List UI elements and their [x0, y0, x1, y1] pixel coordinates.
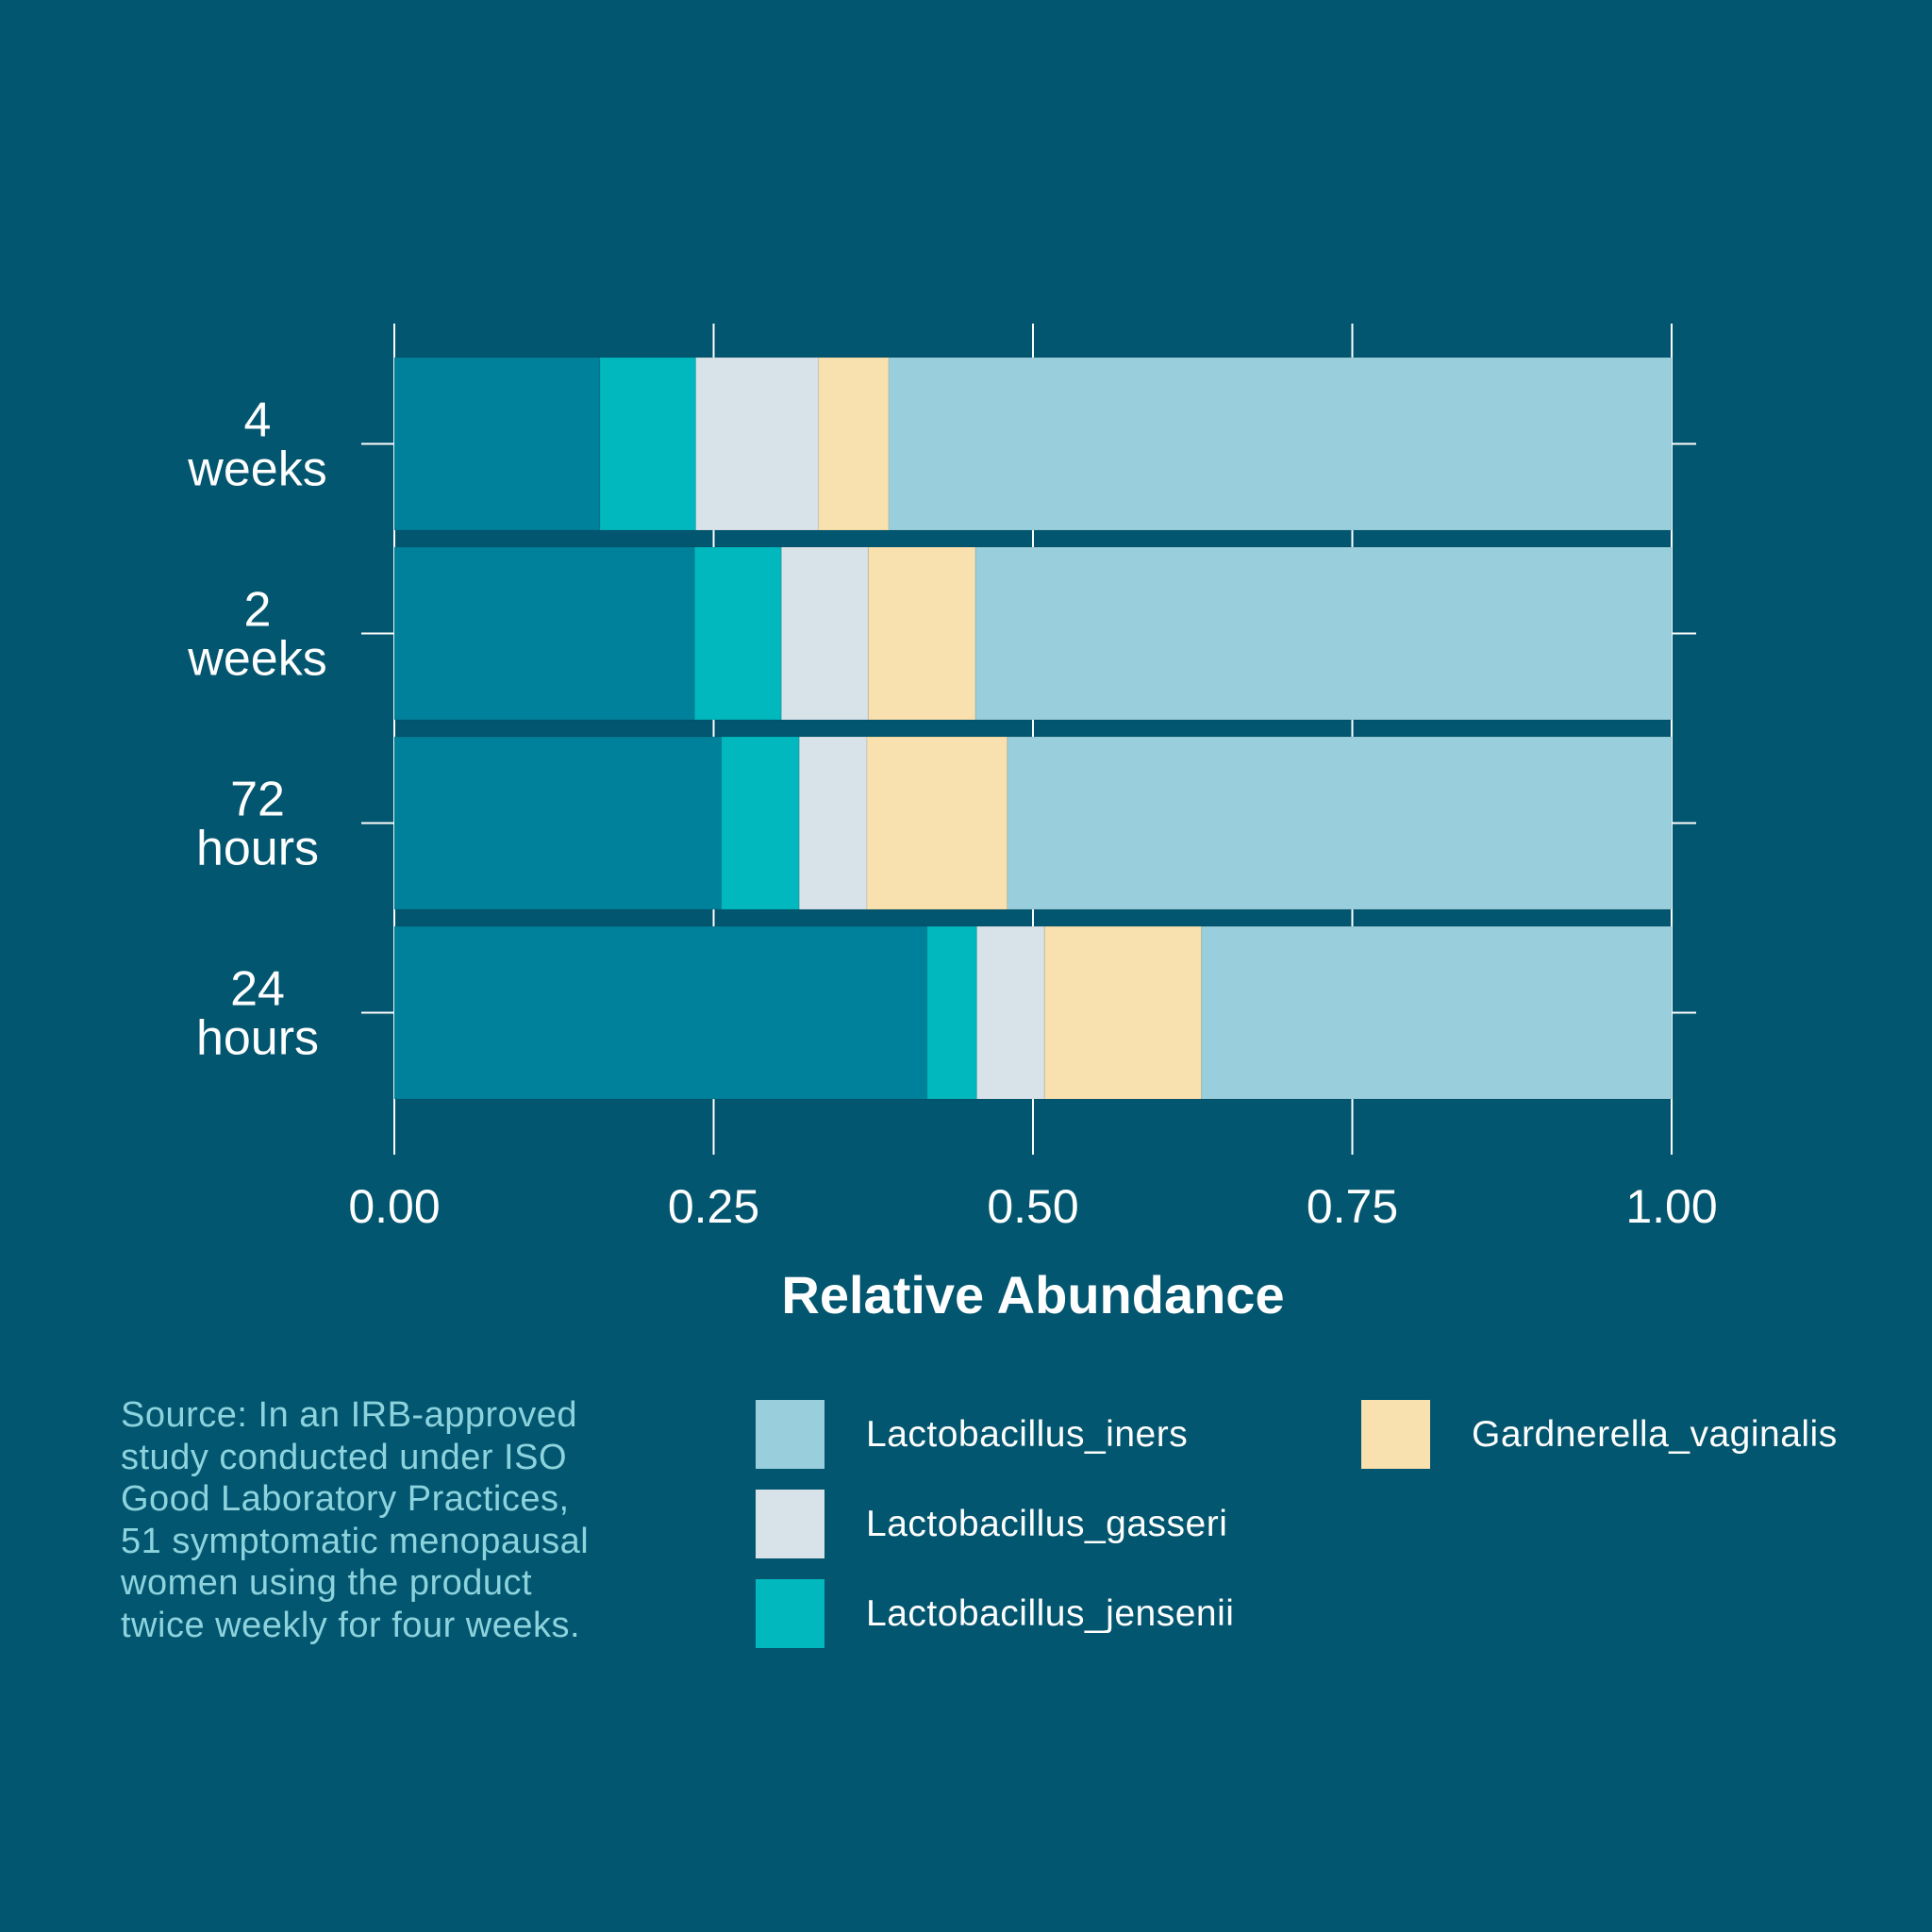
bar-segment — [866, 736, 1008, 910]
bar-segment — [393, 546, 695, 721]
x-tick-label: 0.75 — [1307, 1180, 1398, 1233]
bar-segment — [818, 357, 890, 531]
y-tick-label: 2 weeks — [187, 583, 326, 687]
legend-label: Lactobacillus_jensenii — [866, 1592, 1235, 1634]
legend-item-jensenii: Lactobacillus_jensenii — [756, 1579, 1234, 1648]
x-tick-label: 0.00 — [348, 1180, 440, 1233]
legend-swatch — [756, 1490, 824, 1558]
x-axis-title: Relative Abundance — [781, 1265, 1284, 1324]
source-note: Source: In an IRB-approved study conduct… — [121, 1395, 590, 1645]
bar-segment — [798, 736, 868, 910]
legend-swatch — [756, 1400, 824, 1469]
legend-label: Lactobacillus_iners — [866, 1413, 1189, 1455]
bar-segment — [393, 925, 928, 1100]
bar-segment — [975, 925, 1045, 1100]
bar-segment — [888, 357, 1673, 531]
x-tick-label: 0.50 — [987, 1180, 1078, 1233]
bar-segment — [974, 546, 1673, 721]
y-tick-label: 4 weeks — [187, 393, 326, 497]
bar-segment — [1007, 736, 1673, 910]
bar-segment — [1201, 925, 1673, 1100]
bar-segment — [926, 925, 977, 1100]
x-tick-label: 0.25 — [668, 1180, 759, 1233]
legend-item-gasseri: Lactobacillus_gasseri — [756, 1490, 1227, 1558]
bar-segment — [695, 357, 820, 531]
legend-item-iners: Lactobacillus_iners — [756, 1400, 1188, 1469]
x-tick-label: 1.00 — [1625, 1180, 1717, 1233]
bar-segment — [599, 357, 697, 531]
legend-swatch — [1361, 1400, 1430, 1469]
bar-segment — [393, 357, 601, 531]
y-tick-label: 72 hours — [196, 773, 319, 876]
y-tick-label: 24 hours — [196, 962, 319, 1066]
bar-segment — [721, 736, 800, 910]
legend-swatch — [756, 1579, 824, 1648]
legend-item-gardnerella: Gardnerella_vaginalis — [1361, 1400, 1838, 1469]
legend-label: Gardnerella_vaginalis — [1472, 1413, 1838, 1455]
legend-label: Lactobacillus_gasseri — [866, 1503, 1228, 1544]
bar-segment — [393, 736, 723, 910]
bar-segment — [780, 546, 869, 721]
bar-segment — [1043, 925, 1203, 1100]
bar-segment — [693, 546, 782, 721]
bar-segment — [867, 546, 976, 721]
